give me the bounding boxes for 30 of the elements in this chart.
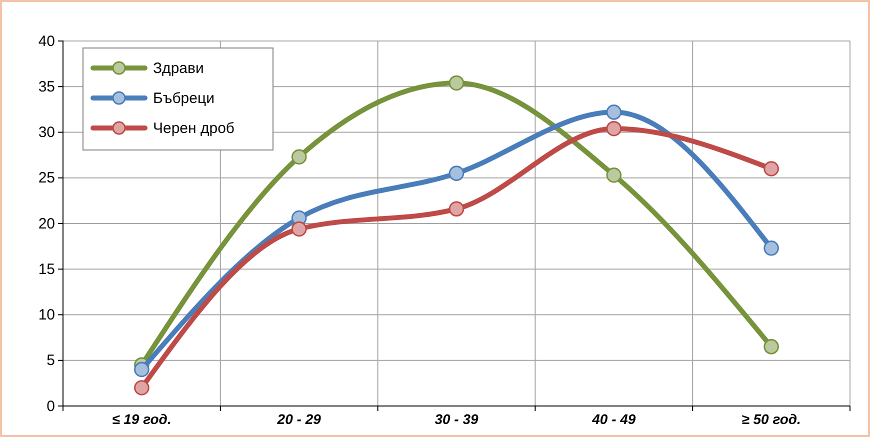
x-tick-label: 30 - 39 [434, 410, 479, 427]
x-tick-label: ≥ 50 год. [742, 410, 801, 427]
point [291, 221, 307, 237]
y-tick-label: 15 [38, 260, 55, 278]
x-tick-label: 20 - 29 [276, 410, 322, 427]
legend-label: Здрави [153, 60, 204, 77]
point [134, 380, 150, 396]
y-tick-label: 0 [46, 398, 55, 415]
point [764, 240, 779, 256]
point [606, 120, 622, 136]
point [448, 166, 464, 181]
y-tick-label: 20 [38, 215, 55, 232]
x-tick-label: 40 - 49 [591, 410, 636, 427]
y-tick-label: 30 [38, 124, 55, 142]
y-tick-label: 40 [38, 32, 55, 50]
legend-label: Черен дроб [153, 120, 235, 137]
y-tick-label: 35 [38, 78, 55, 96]
legend-label: Бъбреци [153, 90, 214, 107]
point [291, 149, 307, 165]
point [448, 201, 464, 217]
point [606, 167, 622, 183]
y-tick-label: 10 [38, 306, 55, 324]
y-tick-label: 25 [38, 170, 55, 187]
point [764, 339, 779, 354]
point [764, 161, 779, 176]
y-tick-label: 5 [46, 352, 55, 370]
x-tick-label: ≤ 19 год. [112, 410, 172, 427]
point [606, 104, 622, 120]
point [134, 362, 150, 378]
point [448, 75, 464, 91]
